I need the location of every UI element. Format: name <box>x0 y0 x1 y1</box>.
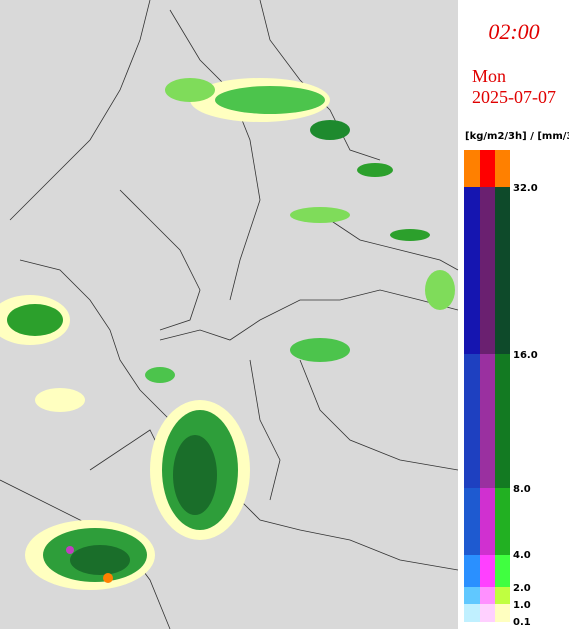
precipitation <box>0 78 455 590</box>
date: 2025-07-07 <box>472 87 556 107</box>
legend-tick: 0.1 <box>513 617 531 628</box>
legend-tick: 8.0 <box>513 484 531 495</box>
time: 02:00 <box>488 19 539 44</box>
map <box>0 0 459 629</box>
unit-label: [kg/m2/3h] / [mm/3h] <box>465 131 569 142</box>
day: Mon <box>472 66 506 86</box>
legend-tick: 2.0 <box>513 583 531 594</box>
legend-tick: 16.0 <box>513 350 538 361</box>
legend-tick: 32.0 <box>513 183 538 194</box>
legend-tick: 1.0 <box>513 600 531 611</box>
legend-tick: 4.0 <box>513 550 531 561</box>
color-bar <box>464 150 510 622</box>
